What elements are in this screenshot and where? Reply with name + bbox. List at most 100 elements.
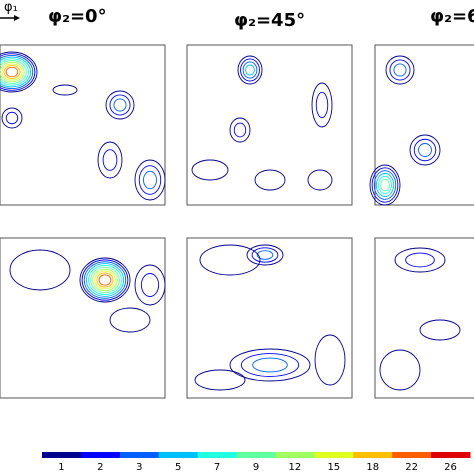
contour-line bbox=[134, 159, 166, 201]
contour-line bbox=[0, 58, 29, 86]
contour-line bbox=[413, 138, 437, 162]
colorbar-segment bbox=[353, 452, 393, 458]
colorbar-label: 7 bbox=[214, 462, 220, 473]
contour-line bbox=[134, 264, 166, 306]
contour-line bbox=[240, 58, 260, 82]
contour-line bbox=[109, 94, 131, 116]
colorbar-label: 2 bbox=[97, 462, 103, 473]
contour-line bbox=[199, 244, 261, 276]
contour-line bbox=[90, 266, 120, 294]
contour-line bbox=[0, 54, 34, 90]
contour-line bbox=[419, 319, 461, 341]
contour-line bbox=[94, 270, 116, 290]
contour-line bbox=[0, 51, 38, 93]
contour-line bbox=[394, 247, 446, 273]
contour-line bbox=[102, 149, 118, 171]
contour-line bbox=[143, 170, 157, 190]
contour-line bbox=[109, 307, 151, 333]
contour-line bbox=[418, 143, 432, 157]
contour-line bbox=[240, 353, 300, 377]
colorbar-label: 3 bbox=[136, 462, 142, 473]
panel bbox=[186, 44, 353, 206]
contour-line bbox=[0, 53, 36, 91]
contour-line bbox=[52, 84, 78, 96]
contour-line bbox=[252, 357, 288, 373]
contour-line bbox=[0, 60, 27, 84]
contour-line bbox=[242, 61, 258, 79]
contour-line bbox=[251, 247, 279, 263]
contour-line bbox=[9, 249, 71, 291]
panel bbox=[374, 44, 474, 206]
panel-title: φ₂=6 bbox=[430, 6, 474, 27]
colorbar-segment bbox=[314, 452, 354, 458]
panel-title: φ₂=0° bbox=[48, 6, 107, 27]
contour-line bbox=[3, 65, 21, 79]
contour-line bbox=[97, 141, 123, 179]
contour-line bbox=[229, 348, 311, 382]
colorbar-segment bbox=[197, 452, 238, 458]
contour-line bbox=[393, 63, 407, 77]
contour-line bbox=[98, 274, 112, 286]
contour-line bbox=[409, 134, 441, 166]
contour-line bbox=[307, 169, 333, 191]
panel bbox=[374, 237, 474, 399]
contour-line bbox=[314, 334, 346, 386]
contour-line bbox=[229, 117, 251, 143]
arrow-head bbox=[14, 15, 20, 21]
contour-line bbox=[385, 55, 415, 85]
contour-line bbox=[256, 250, 274, 260]
contour-line bbox=[79, 257, 131, 303]
colorbar-segment bbox=[158, 452, 199, 458]
contour-line bbox=[88, 265, 122, 295]
contour-line bbox=[371, 167, 399, 203]
contour-line bbox=[245, 64, 255, 76]
colorbar-segment bbox=[392, 452, 432, 458]
contour-line bbox=[92, 268, 118, 292]
contour-line bbox=[96, 272, 114, 288]
contour-line bbox=[315, 91, 329, 119]
contour-line bbox=[389, 59, 411, 81]
contour-line bbox=[194, 369, 246, 391]
contour-line bbox=[233, 122, 247, 138]
contour-line bbox=[378, 175, 392, 195]
colorbar-label: 12 bbox=[289, 462, 302, 473]
contour-line bbox=[373, 170, 397, 200]
contour-line bbox=[405, 252, 435, 268]
contour-line bbox=[191, 159, 229, 181]
colorbar: 1 2 3 5 7 9 12 15 18 22 26 bbox=[42, 452, 471, 473]
contours bbox=[0, 51, 461, 391]
colorbar-segment bbox=[42, 452, 82, 458]
contour-line bbox=[138, 165, 162, 195]
contour-line bbox=[369, 164, 401, 206]
contour-line bbox=[5, 66, 19, 78]
contour-line bbox=[83, 261, 127, 299]
contour-line bbox=[379, 349, 421, 391]
colorbar-label: 18 bbox=[366, 462, 379, 473]
contour-line bbox=[5, 111, 19, 125]
contour-line bbox=[105, 90, 135, 120]
contour-line bbox=[140, 273, 160, 297]
contour-line bbox=[254, 169, 286, 191]
contour-line bbox=[237, 55, 263, 85]
colorbar-label: 22 bbox=[405, 462, 418, 473]
colorbar-label: 9 bbox=[253, 462, 259, 473]
panel bbox=[186, 237, 353, 399]
contour-line bbox=[1, 63, 23, 81]
colorbar-label: 5 bbox=[175, 462, 181, 473]
panel-title: φ₂=45° bbox=[234, 10, 305, 31]
axis-label: φ₁ bbox=[4, 0, 18, 15]
colorbar-segment bbox=[119, 452, 160, 458]
contour-line bbox=[81, 259, 129, 301]
panel bbox=[0, 44, 166, 206]
contour-line bbox=[311, 82, 333, 128]
colorbar-segment bbox=[80, 452, 121, 458]
contour-line bbox=[380, 178, 390, 192]
contour-line bbox=[0, 56, 32, 88]
contour-line bbox=[113, 98, 127, 112]
colorbar-segment bbox=[275, 452, 315, 458]
contour-line bbox=[85, 263, 125, 297]
colorbar-label: 15 bbox=[327, 462, 340, 473]
contour-line bbox=[1, 107, 23, 129]
colorbar-segment bbox=[431, 452, 471, 458]
